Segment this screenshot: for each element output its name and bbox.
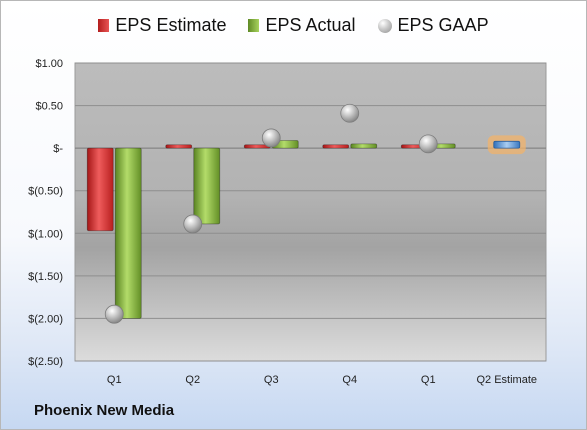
eps-gaap-point [340,103,360,123]
legend: EPS Estimate EPS Actual EPS GAAP [1,15,586,36]
eps-actual-bar [114,147,142,319]
x-tick-label: Q3 [264,374,279,386]
eps-estimate-swatch [98,19,110,32]
y-tick-label: $0.50 [35,101,63,113]
y-tick-label: $(1.50) [28,271,63,283]
x-tick-label: Q4 [342,374,357,386]
y-tick-label: $(2.00) [28,313,63,325]
eps-actual-swatch [248,19,260,32]
y-tick-label: $1.00 [35,58,63,70]
eps-gaap-point [183,214,203,234]
eps-gaap-point [418,134,438,154]
eps-gaap-point [261,128,281,148]
eps-estimate-bar-highlight [493,140,521,149]
legend-label-eps-gaap: EPS GAAP [397,15,489,35]
legend-label-eps-actual: EPS Actual [265,15,356,35]
x-tick-label: Q1 [421,374,436,386]
eps-actual-bar [350,143,378,149]
x-tick-label: Q1 [107,374,122,386]
plot-area [74,62,547,362]
eps-estimate-bar [86,147,114,232]
y-tick-label: $(2.50) [28,356,63,368]
eps-estimate-bar [165,144,193,149]
legend-item-eps-estimate: EPS Estimate [98,15,226,36]
eps-estimate-bar [322,144,350,149]
eps-gaap-swatch [377,18,392,33]
eps-gaap-point [104,304,124,324]
legend-label-eps-estimate: EPS Estimate [115,15,227,35]
legend-item-eps-actual: EPS Actual [248,15,356,36]
x-tick-label: Q2 [185,374,200,386]
y-tick-label: $- [53,143,63,155]
y-tick-label: $(1.00) [28,228,63,240]
x-tick-label: Q2 Estimate [476,374,537,386]
company-name: Phoenix New Media [34,402,175,419]
eps-actual-bar [193,147,221,225]
y-tick-label: $(0.50) [28,186,63,198]
legend-item-eps-gaap: EPS GAAP [377,15,489,36]
